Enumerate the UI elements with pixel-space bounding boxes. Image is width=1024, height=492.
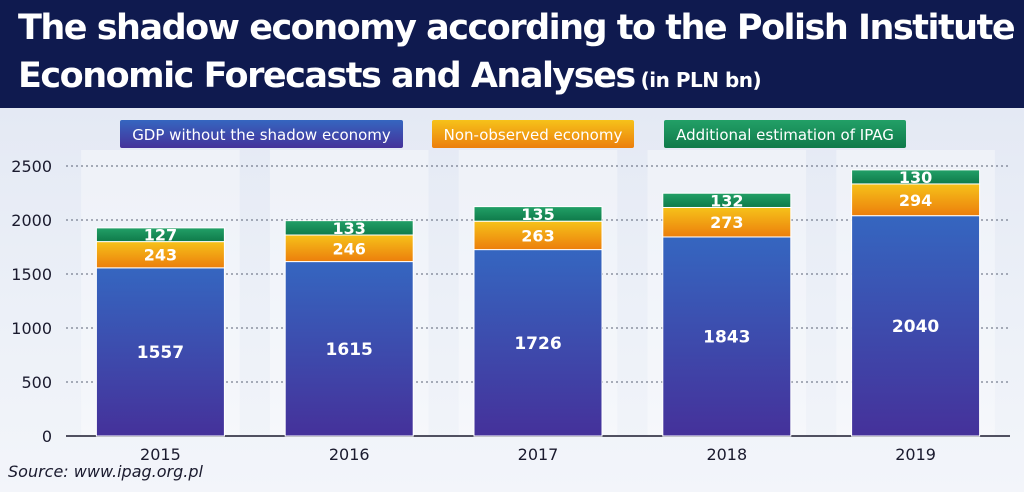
legend-swatch-gdp xyxy=(120,120,403,148)
bar-gdp-2018 xyxy=(662,236,792,437)
data-label-nonobserved-2015: 243 xyxy=(144,246,177,265)
data-label-gdp-2015: 1557 xyxy=(137,343,184,363)
data-label-gdp-2016: 1615 xyxy=(326,340,373,360)
bar-nonobserved-2019 xyxy=(851,183,981,217)
data-label-gdp-2018: 1843 xyxy=(703,327,750,347)
bar-gdp-2016 xyxy=(284,261,414,437)
data-label-nonobserved-2017: 263 xyxy=(521,226,554,245)
header-banner: The shadow economy according to the Poli… xyxy=(0,0,1024,108)
data-label-ipag-2017: 135 xyxy=(521,205,554,224)
data-label-gdp-2019: 2040 xyxy=(892,317,939,337)
y-tick-label-0: 0 xyxy=(42,427,52,446)
chart-title-line-2: Economic Forecasts and Analyses (in PLN b… xyxy=(18,56,762,96)
chart-title-main: Economic Forecasts and Analyses xyxy=(18,56,636,96)
data-label-ipag-2016: 133 xyxy=(332,219,365,238)
data-label-ipag-2018: 132 xyxy=(710,191,743,210)
source-note: Source: www.ipag.org.pl xyxy=(8,462,203,481)
x-tick-label-2015: 2015 xyxy=(140,445,181,464)
y-tick-label-500: 500 xyxy=(21,373,52,392)
bar-gdp-2019 xyxy=(851,215,981,437)
data-label-ipag-2019: 130 xyxy=(899,168,932,187)
x-tick-label-2018: 2018 xyxy=(706,445,747,464)
x-tick-label-2016: 2016 xyxy=(329,445,370,464)
data-label-ipag-2015: 127 xyxy=(144,226,177,245)
data-label-nonobserved-2018: 273 xyxy=(710,213,743,232)
y-tick-label-1500: 1500 xyxy=(11,265,52,284)
bar-nonobserved-2017 xyxy=(473,220,603,251)
chart-title-line-1: The shadow economy according to the Poli… xyxy=(18,8,1024,48)
bar-gdp-2015 xyxy=(95,267,225,437)
y-tick-label-1000: 1000 xyxy=(11,319,52,338)
bar-ipag-2015 xyxy=(95,227,225,243)
data-label-gdp-2017: 1726 xyxy=(514,334,561,354)
y-tick-label-2500: 2500 xyxy=(11,157,52,176)
legend-label-nonobserved: Non-observed economy xyxy=(444,126,623,144)
bar-ipag-2019 xyxy=(851,169,981,185)
bar-ipag-2016 xyxy=(284,220,414,236)
legend-swatch-ipag xyxy=(664,120,906,148)
chart-title-unit: (in PLN bn) xyxy=(640,68,762,92)
data-label-nonobserved-2016: 246 xyxy=(332,239,365,258)
legend-label-ipag: Additional estimation of IPAG xyxy=(676,126,894,144)
bar-ipag-2017 xyxy=(473,206,603,222)
bar-ipag-2018 xyxy=(662,192,792,208)
x-tick-label-2019: 2019 xyxy=(895,445,936,464)
y-tick-label-2000: 2000 xyxy=(11,211,52,230)
bar-nonobserved-2015 xyxy=(95,241,225,269)
bar-gdp-2017 xyxy=(473,249,603,437)
bar-nonobserved-2016 xyxy=(284,234,414,263)
legend-swatch-nonobserved xyxy=(432,120,634,148)
bar-nonobserved-2018 xyxy=(662,206,792,238)
legend-label-gdp: GDP without the shadow economy xyxy=(132,126,391,144)
x-tick-label-2017: 2017 xyxy=(518,445,559,464)
data-label-nonobserved-2019: 294 xyxy=(899,191,932,210)
